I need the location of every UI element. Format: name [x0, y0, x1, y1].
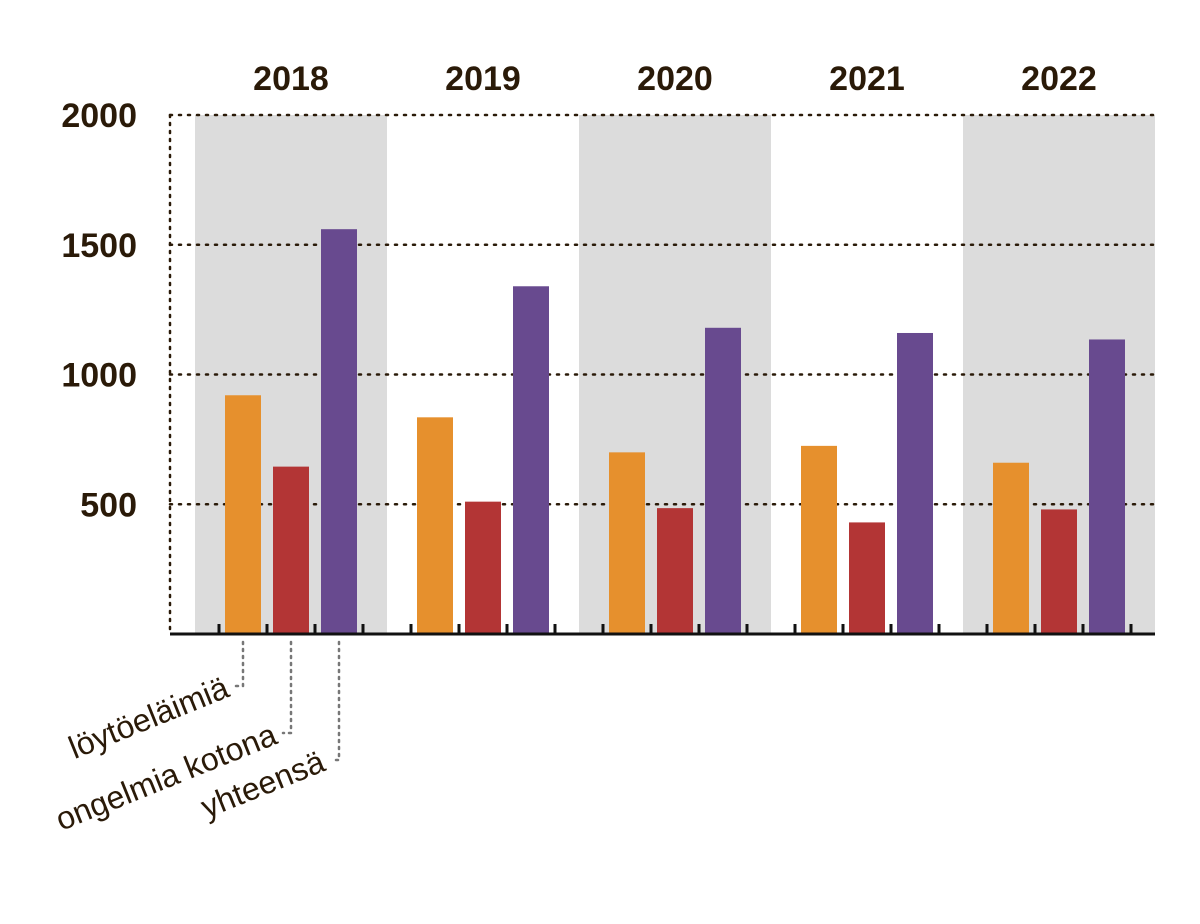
legend-leader-3 — [329, 640, 341, 762]
year-label-2019: 2019 — [445, 60, 521, 98]
y-tick-label-1500: 1500 — [61, 227, 137, 265]
bar-2022-2 — [1041, 509, 1077, 634]
bar-2018-2 — [273, 466, 309, 634]
y-tick-label-2000: 2000 — [61, 97, 137, 135]
legend-leader-1 — [233, 640, 245, 688]
bars — [225, 229, 1125, 634]
bar-2022-3 — [1089, 339, 1125, 634]
bar-2020-3 — [705, 327, 741, 634]
bar-2021-3 — [897, 332, 933, 634]
y-tick-label-1000: 1000 — [61, 357, 137, 395]
legend-leader-2 — [281, 640, 293, 735]
y-tick-label-500: 500 — [80, 486, 137, 524]
bar-2018-3 — [321, 229, 357, 634]
year-label-2022: 2022 — [1021, 60, 1097, 98]
bar-2022-1 — [993, 462, 1029, 634]
bar-2020-1 — [609, 452, 645, 634]
bar-2019-2 — [465, 501, 501, 634]
year-labels: 2018 2019 2020 2021 2022 — [253, 60, 1097, 98]
bar-2021-2 — [849, 522, 885, 634]
bar-2021-1 — [801, 445, 837, 634]
year-label-2021: 2021 — [829, 60, 905, 98]
y-tick-labels: 500 1000 1500 2000 — [61, 97, 137, 524]
year-label-2018: 2018 — [253, 60, 329, 98]
bar-2019-1 — [417, 417, 453, 634]
bar-2018-1 — [225, 395, 261, 634]
x-axis — [170, 624, 1155, 636]
bar-2020-2 — [657, 508, 693, 634]
bar-2019-3 — [513, 286, 549, 634]
year-label-2020: 2020 — [637, 60, 713, 98]
